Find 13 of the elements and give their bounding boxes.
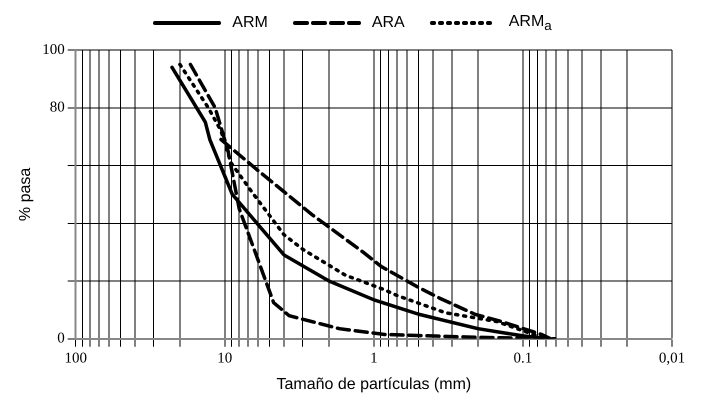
x-tick-label: 0.1 — [514, 350, 532, 367]
x-tick-label: 10 — [217, 350, 232, 367]
x-tick-label: 0,01 — [658, 350, 686, 367]
legend-label: ARM$_{a}$ — [508, 12, 552, 34]
x-tick-label: 100 — [64, 350, 87, 367]
y-tick-label: 80 — [50, 100, 65, 116]
y-tick-label: 100 — [42, 42, 65, 58]
legend-label: ARA — [372, 14, 405, 32]
y-tick-label: 0 — [57, 330, 65, 347]
x-tick-label: 1 — [370, 350, 378, 367]
x-axis-title: Tamaño de partículas (mm) — [276, 376, 472, 393]
legend-label: ARM — [232, 14, 268, 32]
y-axis-title: % pasa — [17, 168, 34, 222]
